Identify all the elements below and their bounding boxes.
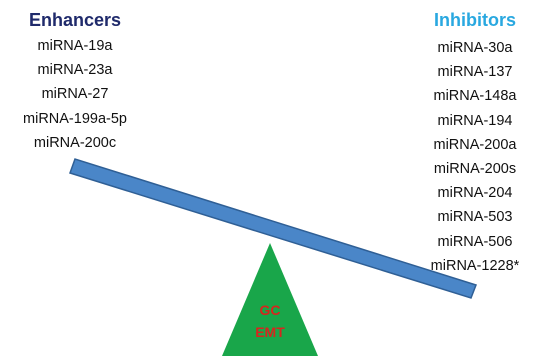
inhibitors-title: Inhibitors: [434, 10, 516, 30]
enhancers-title: Enhancers: [28, 10, 122, 30]
inhibitor-item: miRNA-503: [437, 209, 513, 226]
enhancer-item: miRNA-200c: [33, 134, 117, 151]
inhibitor-item: miRNA-30a: [437, 40, 513, 56]
inhibitor-item: miRNA-204: [437, 185, 513, 202]
inhibitors-column: Inhibitors miRNA-30a miRNA-137 miRNA-148…: [418, 8, 532, 278]
enhancer-item: miRNA-19a: [37, 38, 113, 54]
enhancers-list: miRNA-19a miRNA-23a miRNA-27 miRNA-199a-…: [4, 34, 146, 155]
enhancer-item: miRNA-23a: [37, 62, 113, 79]
inhibitor-item: miRNA-148a: [433, 88, 517, 105]
balance-beam: [69, 158, 477, 299]
fulcrum-label-emt: EMT: [255, 324, 285, 340]
inhibitor-item: miRNA-137: [437, 64, 513, 81]
inhibitors-list: miRNA-30a miRNA-137 miRNA-148a miRNA-194…: [418, 36, 532, 278]
enhancer-item: miRNA-199a-5p: [23, 110, 127, 127]
fulcrum-triangle: [222, 243, 318, 356]
enhancer-item: miRNA-27: [41, 86, 109, 103]
inhibitor-item: miRNA-506: [437, 233, 513, 250]
inhibitor-item: miRNA-200s: [433, 161, 517, 178]
inhibitor-item: miRNA-194: [437, 112, 513, 129]
inhibitor-item: miRNA-1228*: [430, 257, 520, 274]
fulcrum-label-gc: GC: [259, 302, 281, 318]
inhibitor-item: miRNA-200a: [433, 136, 517, 153]
enhancers-column: Enhancers miRNA-19a miRNA-23a miRNA-27 m…: [4, 8, 146, 155]
